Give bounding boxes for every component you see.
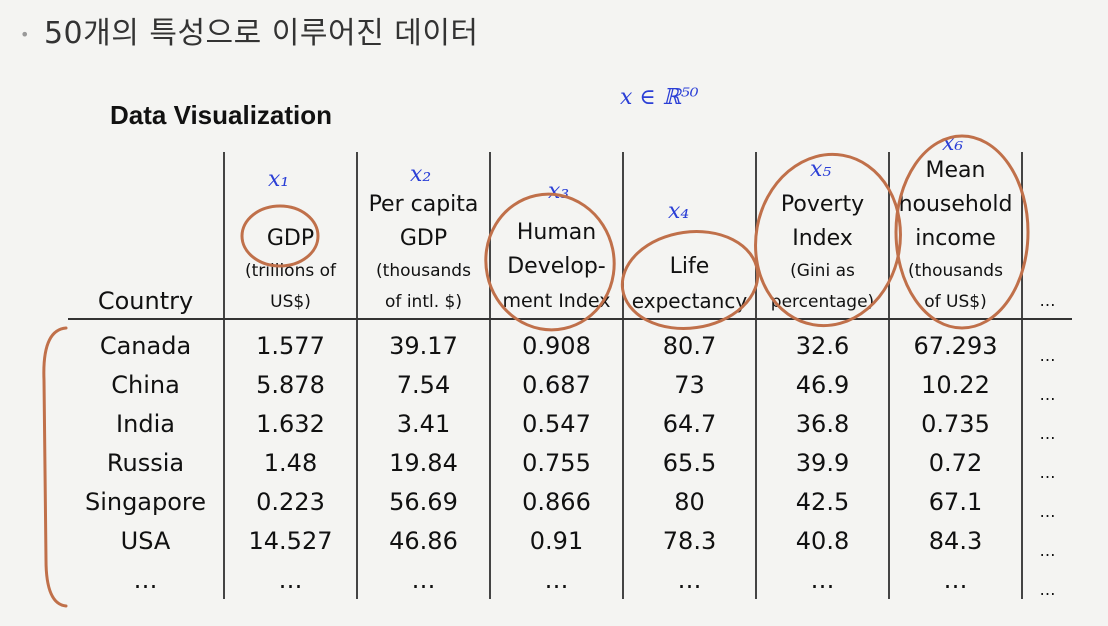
data-table: Country GDP (trillions of US$) Per capit… (68, 152, 1072, 599)
value-cell: 39.9 (755, 443, 889, 482)
country-cell: USA (120, 526, 171, 555)
table-row: …………………… (68, 560, 1072, 599)
column-header-household-income: Mean household income (thousands of US$) (888, 152, 1022, 320)
value-cell: 80.7 (622, 319, 756, 365)
value-cell: 3.41 (356, 404, 490, 443)
value-cell: 67.1 (888, 482, 1022, 521)
value-cell: 0.687 (489, 365, 623, 404)
value-cell: … (489, 560, 623, 599)
value-cell: … (622, 560, 756, 599)
value-cell: 78.3 (622, 521, 756, 560)
value-cell: 0.72 (888, 443, 1022, 482)
table-row: China 5.878 7.54 0.687 73 46.9 10.22… (68, 365, 1072, 404)
value-cell: 46.9 (755, 365, 889, 404)
country-cell: Singapore (84, 487, 207, 516)
table-row: Canada 1.577 39.17 0.908 80.7 32.6 67.293… (68, 319, 1072, 365)
value-cell: … (223, 560, 357, 599)
value-cell: 1.48 (223, 443, 357, 482)
country-cell: … (133, 565, 158, 594)
value-cell: 42.5 (755, 482, 889, 521)
table-row: Singapore 0.223 56.69 0.866 80 42.5 67.1… (68, 482, 1072, 521)
value-cell: 0.223 (223, 482, 357, 521)
column-header-more: … (1021, 152, 1072, 320)
value-cell: 36.8 (755, 404, 889, 443)
rows-bracket (42, 326, 68, 608)
table-row: India 1.632 3.41 0.547 64.7 36.8 0.735… (68, 404, 1072, 443)
more-columns-cell: … (1021, 560, 1072, 599)
value-cell: 7.54 (356, 365, 490, 404)
more-columns-cell: … (1021, 319, 1072, 365)
more-columns-cell: … (1021, 404, 1072, 443)
value-cell: 10.22 (888, 365, 1022, 404)
value-cell: 56.69 (356, 482, 490, 521)
header-text: 50개의 특성으로 이루어진 데이터 (43, 16, 479, 51)
value-cell: 0.755 (489, 443, 623, 482)
value-cell: 0.866 (489, 482, 623, 521)
value-cell: 0.547 (489, 404, 623, 443)
value-cell: 84.3 (888, 521, 1022, 560)
table-row: Russia 1.48 19.84 0.755 65.5 39.9 0.72… (68, 443, 1072, 482)
value-cell: … (755, 560, 889, 599)
value-cell: 40.8 (755, 521, 889, 560)
value-cell: 1.632 (223, 404, 357, 443)
value-cell: … (356, 560, 490, 599)
country-cell: India (116, 409, 175, 438)
country-cell: China (111, 370, 180, 399)
value-cell: … (888, 560, 1022, 599)
value-cell: 32.6 (755, 319, 889, 365)
value-cell: 80 (622, 482, 756, 521)
column-header-life-expectancy: Life expectancy (622, 152, 756, 320)
value-cell: 1.577 (223, 319, 357, 365)
more-columns-cell: … (1021, 443, 1072, 482)
value-cell: 19.84 (356, 443, 490, 482)
value-cell: 67.293 (888, 319, 1022, 365)
value-cell: 65.5 (622, 443, 756, 482)
value-cell: 5.878 (223, 365, 357, 404)
country-cell: Canada (99, 331, 192, 360)
value-cell: 0.735 (888, 404, 1022, 443)
header-row: Country GDP (trillions of US$) Per capit… (68, 152, 1072, 320)
value-cell: 73 (622, 365, 756, 404)
value-cell: 46.86 (356, 521, 490, 560)
value-cell: 0.91 (489, 521, 623, 560)
bullet-dot: • (20, 25, 30, 44)
column-header-gdp: GDP (trillions of US$) (223, 152, 357, 320)
more-columns-cell: … (1021, 365, 1072, 404)
section-title: Data Visualization (110, 100, 333, 130)
value-cell: 0.908 (489, 319, 623, 365)
country-cell: Russia (106, 448, 185, 477)
column-header-country: Country (68, 152, 224, 320)
slide-header: • 50개의 특성으로 이루어진 데이터 (20, 8, 479, 52)
column-header-poverty-index: Poverty Index (Gini as percentage) (755, 152, 889, 320)
value-cell: 39.17 (356, 319, 490, 365)
more-columns-cell: … (1021, 521, 1072, 560)
column-header-hdi: Human Develop- ment Index (489, 152, 623, 320)
more-columns-cell: … (1021, 482, 1072, 521)
annotation-feature-space: x ∈ ℝ⁵⁰ (620, 85, 699, 110)
column-header-per-capita-gdp: Per capita GDP (thousands of intl. $) (356, 152, 490, 320)
value-cell: 14.527 (223, 521, 357, 560)
table-row: USA 14.527 46.86 0.91 78.3 40.8 84.3… (68, 521, 1072, 560)
table-body: Canada 1.577 39.17 0.908 80.7 32.6 67.293… Chin… (68, 319, 1072, 599)
value-cell: 64.7 (622, 404, 756, 443)
